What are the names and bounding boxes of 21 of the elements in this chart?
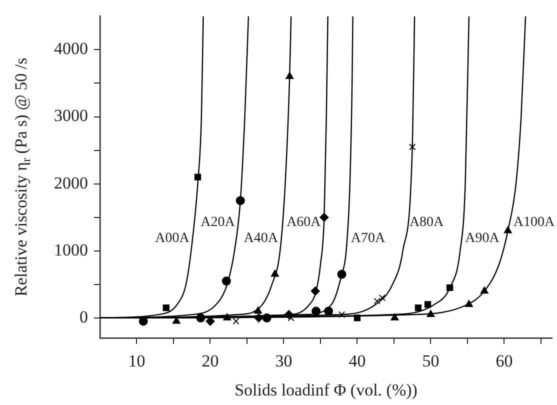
- x-tick-label: 10: [128, 352, 146, 371]
- y-tick-label: 1000: [54, 240, 88, 260]
- x-tick-label: 50: [422, 352, 440, 371]
- y-tick-label: 3000: [54, 106, 88, 126]
- x-tick-label: 40: [348, 352, 366, 371]
- series-label: A20A: [200, 214, 236, 230]
- series-label: A80A: [409, 214, 445, 230]
- series-label: A40A: [244, 230, 279, 246]
- series-label: A100A: [513, 214, 556, 230]
- x-tick-label: 20: [202, 352, 219, 371]
- series-label: A60A: [286, 214, 322, 230]
- y-tick-label: 2000: [54, 173, 88, 192]
- y-tick-label: 0: [80, 307, 88, 326]
- y-tick-label: 4000: [54, 39, 88, 58]
- y-axis-title: Relative viscosity ηr (Pa s) @ 50 /s: [11, 58, 34, 296]
- series-label: A00A: [155, 230, 190, 246]
- series-label: A90A: [465, 230, 500, 246]
- x-tick-label: 30: [275, 352, 292, 371]
- series-label: A70A: [350, 230, 386, 246]
- x-axis-title: Solids loadinf Φ (vol. (%)): [234, 380, 418, 400]
- x-tick-label: 60: [496, 352, 513, 371]
